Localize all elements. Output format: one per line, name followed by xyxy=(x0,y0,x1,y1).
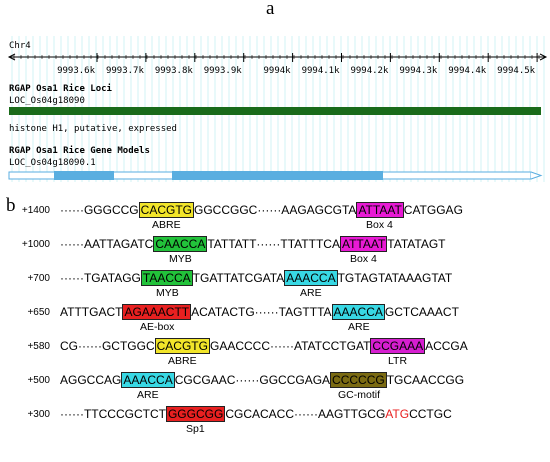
locus-feature-bar[interactable] xyxy=(9,107,541,115)
position-label: +500 xyxy=(27,375,50,386)
sequence-text: ······TTCCCGCTCT GGGCGG CGCACACC······AAGT… xyxy=(60,406,452,422)
sequence-text: ······AATTAGATC CAACCA TATTATT······TTATTT… xyxy=(60,236,446,252)
sequence-row: +700 ······TGATAGG TAACCA TGATTATCGATA AAACC… xyxy=(0,269,550,293)
track2-title: RGAP Osa1 Rice Gene Models xyxy=(9,145,150,156)
strand-arrow-icon xyxy=(530,171,543,180)
sequence-segment: GAACCCC······ATATCCTGAT xyxy=(209,339,371,353)
position-label: +700 xyxy=(27,273,50,284)
sequence-segment: CG······GCTGGC xyxy=(60,339,155,353)
ruler-tick-label: 9993.7k xyxy=(106,66,145,76)
genome-browser[interactable]: Chr4 9993.6k 9993.7k 9993.8k 9993.9k 9994k 99… xyxy=(0,0,550,190)
ruler-tick-label: 9993.8k xyxy=(155,66,194,76)
motif-box: AAACCA xyxy=(284,270,338,286)
motif-label: ABRE xyxy=(152,219,181,231)
sequence-segment: GCTCAAACT xyxy=(384,305,459,319)
motif-box: CACGTG xyxy=(138,202,194,218)
position-label: +580 xyxy=(27,341,50,352)
sequence-segment: ACATACTG······TAGTTTA xyxy=(191,305,332,319)
sequence-segment: TATATAGT xyxy=(387,237,446,251)
motif-label: MYB xyxy=(169,253,192,265)
exon-2 xyxy=(172,171,383,180)
track1-locus-label[interactable]: LOC_Os04g18090 xyxy=(9,96,85,106)
sequence-text: ATTTGACT AGAAACTT ACATACTG······TAGTTTA AAA… xyxy=(60,304,459,320)
gene-model[interactable] xyxy=(8,171,543,180)
motif-label: ARE xyxy=(348,321,370,333)
motif-label: AE-box xyxy=(140,321,175,333)
motif-label: ABRE xyxy=(168,355,197,367)
sequence-segment: CATGGAG xyxy=(403,203,463,217)
position-ruler: 9993.6k 9993.7k 9993.8k 9993.9k 9994k 9994.1k… xyxy=(7,53,548,76)
sequence-row: +580 CG······GCTGGC CACGTG GAACCCC······ATA… xyxy=(0,337,550,361)
ruler-right-arrow-icon xyxy=(539,53,548,61)
sequence-row: +500 AGGCCAG AAACCA CGCGAAC······GGCCGAGA CC… xyxy=(0,371,550,395)
panel-a-letter: a xyxy=(266,0,275,19)
exon-1 xyxy=(54,171,114,180)
sequence-text: ······TGATAGG TAACCA TGATTATCGATA AAACCA TGT… xyxy=(60,270,452,286)
sequence-segment: ······TGATAGG xyxy=(60,271,141,285)
ruler-tick-label: 9993.6k xyxy=(57,66,96,76)
ruler-tick-label: 9994.2k xyxy=(350,66,389,76)
motif-box: CCCCCG xyxy=(330,372,387,388)
ruler-tick-label: 9994k xyxy=(264,66,292,76)
panel-b-letter: b xyxy=(6,195,16,216)
ruler-tick-label: 9993.9k xyxy=(204,66,243,76)
motif-label: Sp1 xyxy=(186,423,205,435)
sequence-segment: TGCAACCGG xyxy=(386,373,465,387)
sequence-segment: ATTTGACT xyxy=(60,305,123,319)
sequence-text: AGGCCAG AAACCA CGCGAAC······GGCCGAGA CCCCCG… xyxy=(60,372,464,388)
sequence-segment: GGCCGGC······AAGAGCGTA xyxy=(194,203,357,217)
position-label: +1400 xyxy=(21,205,50,216)
track2-model-label[interactable]: LOC_Os04g18090.1 xyxy=(9,158,96,168)
motif-label: Box 4 xyxy=(366,219,393,231)
position-label: +1000 xyxy=(21,239,50,250)
sequence-segment: CGCGAAC······GGCCGAGA xyxy=(174,373,331,387)
sequence-segment: TGATTATCGATA xyxy=(192,271,285,285)
chromosome-label: Chr4 xyxy=(9,41,31,51)
track1-description: histone H1, putative, expressed xyxy=(9,124,177,134)
sequence-segment: CGCACACC······AAGTTGCG xyxy=(225,407,386,421)
track1-title: RGAP Osa1 Rice Loci xyxy=(9,83,113,94)
sequence-text: CG······GCTGGC CACGTG GAACCCC······ATATCCT… xyxy=(60,338,468,354)
ruler-tick-label: 9994.5k xyxy=(497,66,536,76)
motif-box: CACGTG xyxy=(154,338,210,354)
motif-label: LTR xyxy=(388,355,408,367)
position-label: +300 xyxy=(27,409,50,420)
motif-box: TAACCA xyxy=(140,270,193,286)
motif-box: ATTAAT xyxy=(339,236,388,252)
sequence-row: +1400 ······GGGCCG CACGTG GGCCGGC······AAGA… xyxy=(0,201,550,225)
sequence-segment: TATTATT······TTATTTCA xyxy=(207,237,340,251)
motif-box: AAACCA xyxy=(121,372,175,388)
motif-box: ATTAAT xyxy=(356,202,404,218)
motif-label: ARE xyxy=(300,287,322,299)
sequence-segment: CCTGC xyxy=(409,407,452,421)
ruler-tick-label: 9994.1k xyxy=(302,66,341,76)
motif-label: MYB xyxy=(156,287,179,299)
motif-label: Box 4 xyxy=(350,253,377,265)
start-codon: ATG xyxy=(385,407,410,421)
sequence-segment: AGGCCAG xyxy=(60,373,122,387)
sequence-text: ······GGGCCG CACGTG GGCCGGC······AAGAGCGTA… xyxy=(60,202,463,218)
motif-label: GC-motif xyxy=(338,389,380,401)
sequence-segment: ······GGGCCG xyxy=(60,203,139,217)
sequence-row: +650 ATTTGACT AGAAACTT ACATACTG······TAGTTT… xyxy=(0,303,550,327)
motif-box: CAACCA xyxy=(153,236,208,252)
ruler-tick-label: 9994.3k xyxy=(399,66,438,76)
sequence-segment: ······TTCCCGCTCT xyxy=(60,407,166,421)
motif-box: AGAAACTT xyxy=(122,304,192,320)
sequence-segment: ······AATTAGATC xyxy=(60,237,154,251)
sequence-segment: ACCGA xyxy=(425,339,468,353)
sequence-row: +300 ······TTCCCGCTCT GGGCGG CGCACACC······… xyxy=(0,405,550,429)
ruler-tick-label: 9994.4k xyxy=(448,66,487,76)
motif-box: GGGCGG xyxy=(165,406,226,422)
motif-box: AAACCA xyxy=(331,304,385,320)
position-label: +650 xyxy=(27,307,50,318)
motif-label: ARE xyxy=(137,389,159,401)
sequence-row: +1000 ······AATTAGATC CAACCA TATTATT······T… xyxy=(0,235,550,259)
motif-box: CCGAAA xyxy=(370,338,426,354)
sequence-segment: TGTAGTATAAAGTAT xyxy=(337,271,453,285)
ruler-left-arrow-icon xyxy=(7,53,16,61)
